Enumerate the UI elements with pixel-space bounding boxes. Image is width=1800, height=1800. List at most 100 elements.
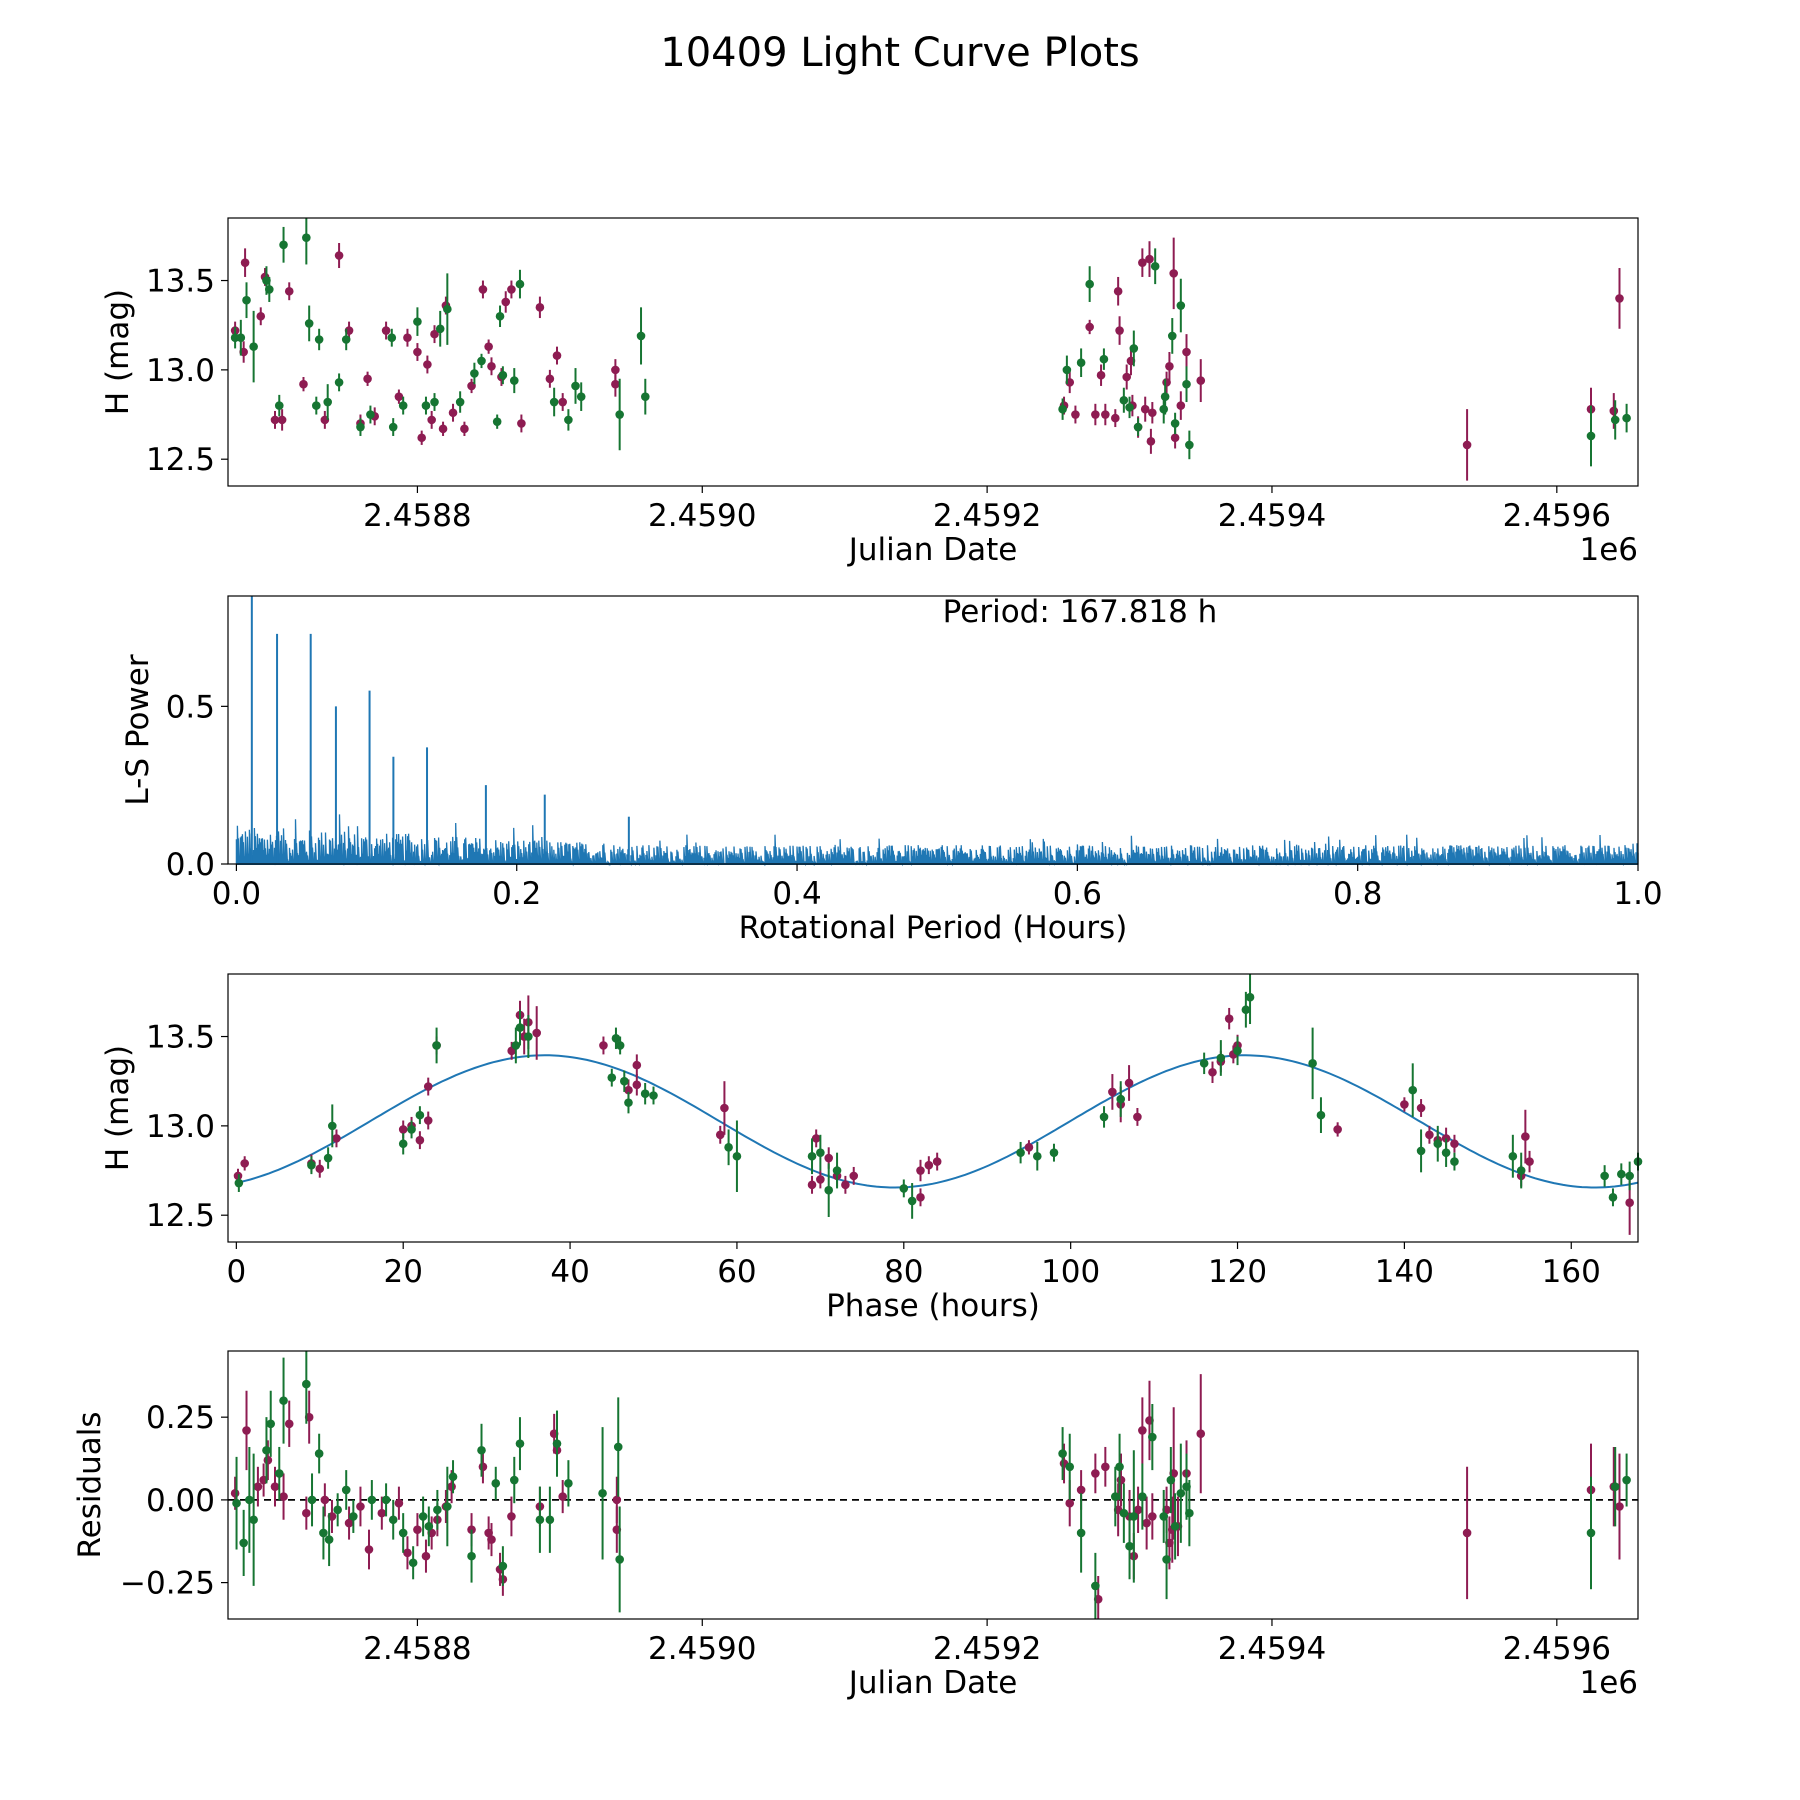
data-point xyxy=(448,408,458,418)
y-tick-label: 13.0 xyxy=(146,1109,215,1145)
data-point xyxy=(613,1442,623,1452)
data-point xyxy=(302,233,311,242)
lightcurve-offset-label: 1e6 xyxy=(1579,532,1638,568)
data-point xyxy=(1462,440,1472,450)
data-point xyxy=(1138,258,1147,267)
data-point xyxy=(1133,1112,1142,1122)
data-point xyxy=(438,424,448,434)
data-point xyxy=(1167,331,1177,341)
data-point xyxy=(916,1166,925,1175)
data-point xyxy=(388,422,398,432)
phase-frame xyxy=(227,973,1639,1243)
data-point xyxy=(266,1419,276,1429)
data-point xyxy=(356,422,365,432)
data-point xyxy=(1608,1193,1618,1202)
phase-y-ticks: 12.5 13.0 13.5 xyxy=(146,1020,228,1234)
data-point xyxy=(1150,261,1160,271)
data-point xyxy=(1450,1139,1459,1149)
x-tick-label: 60 xyxy=(717,1254,756,1290)
data-point xyxy=(333,1505,342,1515)
phase-x-ticks: 0 20 40 60 80 100 120 140 160 xyxy=(226,1242,1601,1290)
data-point xyxy=(1116,1094,1126,1104)
data-point xyxy=(576,392,586,401)
data-point xyxy=(498,370,508,380)
data-point xyxy=(1233,1046,1242,1056)
data-point xyxy=(564,415,573,425)
data-point xyxy=(262,1445,271,1455)
residuals-offset-label: 1e6 xyxy=(1579,1665,1638,1701)
data-point xyxy=(1113,286,1123,296)
series-series_a xyxy=(233,995,1634,1235)
data-point xyxy=(387,333,397,343)
data-point xyxy=(1085,279,1094,289)
data-point xyxy=(1124,1078,1134,1088)
data-point xyxy=(427,415,436,425)
data-point xyxy=(302,1379,311,1389)
data-point xyxy=(611,1034,621,1043)
data-point xyxy=(1617,1169,1626,1179)
y-tick-label: 13.5 xyxy=(146,1020,215,1056)
data-point xyxy=(615,1555,624,1564)
data-point xyxy=(807,1151,817,1161)
data-point xyxy=(256,311,266,321)
data-point xyxy=(240,258,250,267)
periodogram-frame xyxy=(227,595,1639,865)
data-point xyxy=(598,1488,607,1498)
x-tick-label: 80 xyxy=(884,1254,923,1290)
data-point xyxy=(1224,1014,1234,1023)
data-point xyxy=(724,1143,733,1152)
data-point xyxy=(477,356,486,366)
data-point xyxy=(430,397,439,407)
data-point xyxy=(1165,361,1174,371)
data-point xyxy=(1159,404,1169,414)
data-point xyxy=(478,1462,488,1472)
data-point xyxy=(824,1185,834,1195)
data-point xyxy=(1196,1429,1206,1439)
data-point xyxy=(1111,1492,1120,1501)
data-point xyxy=(1058,404,1067,414)
data-point xyxy=(460,424,469,434)
data-point xyxy=(1133,1505,1143,1515)
residuals-xlabel: Julian Date xyxy=(847,1665,1018,1701)
data-point xyxy=(832,1166,842,1175)
data-point xyxy=(1115,326,1124,335)
periodogram-ylabel: L-S Power xyxy=(120,654,156,805)
data-point xyxy=(549,397,559,407)
data-point xyxy=(1116,1475,1126,1485)
x-tick-label: 2.4592 xyxy=(933,498,1041,534)
data-point xyxy=(364,1545,374,1554)
data-point xyxy=(545,1515,555,1525)
data-point xyxy=(1450,1157,1459,1166)
data-point xyxy=(432,1041,441,1050)
periodogram-panel: 0.0 0.2 0.4 0.6 0.8 1.0 0.0 0.5 Period: 167.81… xyxy=(120,594,1663,946)
data-point xyxy=(274,401,284,410)
data-point xyxy=(403,1548,412,1558)
data-point xyxy=(388,1515,398,1525)
data-point xyxy=(1176,401,1186,410)
data-point xyxy=(1162,1555,1171,1564)
data-point xyxy=(1408,1085,1418,1095)
data-point xyxy=(1416,1103,1426,1113)
data-point xyxy=(398,1139,408,1149)
data-point xyxy=(312,401,321,410)
lightcurve-y-ticks: 12.5 13.0 13.5 xyxy=(146,264,228,478)
data-point xyxy=(394,1498,404,1508)
data-point xyxy=(323,397,332,407)
data-point xyxy=(1625,1171,1634,1181)
data-point xyxy=(624,1085,633,1095)
data-point xyxy=(1508,1151,1518,1161)
data-point xyxy=(932,1157,942,1166)
data-point xyxy=(408,1558,418,1568)
residuals-plot-area xyxy=(228,1351,1638,1619)
data-point xyxy=(535,1515,545,1525)
data-point xyxy=(366,410,375,419)
x-tick-label: 2.4588 xyxy=(363,1631,471,1667)
data-point xyxy=(423,1082,433,1091)
data-point xyxy=(1091,410,1100,419)
data-point xyxy=(620,1076,629,1086)
data-point xyxy=(1085,322,1094,332)
data-point xyxy=(334,378,344,387)
data-point xyxy=(1129,344,1139,353)
data-point xyxy=(511,1041,521,1050)
data-point xyxy=(1133,422,1143,432)
